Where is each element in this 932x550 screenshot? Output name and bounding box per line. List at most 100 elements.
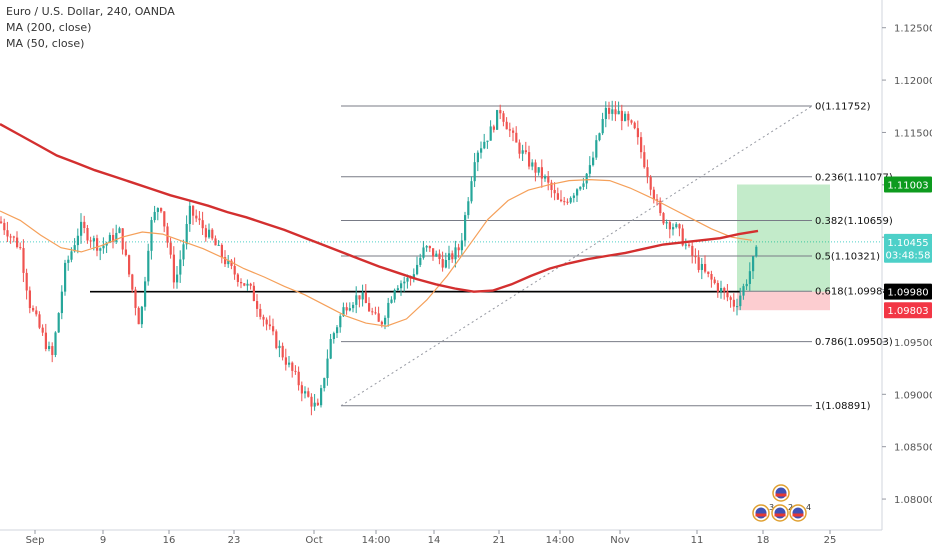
candlesticks xyxy=(0,100,758,416)
candle xyxy=(332,331,335,344)
candle xyxy=(172,246,175,289)
candle-body xyxy=(236,274,239,283)
candle-body xyxy=(371,311,374,313)
candle-body xyxy=(720,287,723,292)
candle xyxy=(240,278,243,289)
candle-body xyxy=(204,228,207,238)
ma200-line xyxy=(0,123,759,293)
candle-body xyxy=(352,304,355,309)
entry-price-label[interactable]: 1.09980 xyxy=(884,283,932,300)
event-marker-us-2[interactable]: 4 xyxy=(789,503,811,522)
candle-body xyxy=(313,402,316,407)
time-tick-label: 11 xyxy=(691,535,704,546)
candle-body xyxy=(185,224,188,245)
candle xyxy=(320,384,323,408)
stop-loss-label-bg xyxy=(884,302,932,319)
candle xyxy=(252,282,255,302)
candle-body xyxy=(246,283,249,286)
candle xyxy=(512,127,515,142)
candle-body xyxy=(102,245,105,249)
candle-body xyxy=(620,110,623,121)
candle-body xyxy=(467,201,470,216)
take-profit-label-text: 1.11003 xyxy=(887,181,928,192)
candle xyxy=(480,141,483,159)
candle-body xyxy=(99,248,102,251)
take-profit-price-label[interactable]: 1.11003 xyxy=(884,176,932,193)
candle xyxy=(265,317,268,331)
candle xyxy=(435,250,438,257)
candle xyxy=(684,238,687,250)
candle-body xyxy=(569,197,572,203)
symbol-title[interactable]: Euro / U.S. Dollar, 240, OANDA xyxy=(6,5,175,18)
fib-level-label: 0.382(1.10659) xyxy=(815,216,893,227)
candle xyxy=(720,280,723,299)
candle xyxy=(377,306,380,322)
candle-body xyxy=(86,228,89,241)
candle xyxy=(451,250,454,263)
candle-body xyxy=(611,109,614,114)
candle-body xyxy=(659,200,662,214)
flag-icon xyxy=(774,507,786,519)
candle-body xyxy=(476,152,479,163)
candle xyxy=(108,232,111,244)
candle xyxy=(48,341,51,352)
candle xyxy=(508,122,511,138)
candle-body xyxy=(560,199,563,202)
candle xyxy=(476,150,479,172)
fib-level-label: 0.236(1.11077) xyxy=(815,172,893,183)
candle xyxy=(147,243,150,286)
event-marker-eu[interactable] xyxy=(772,484,790,502)
flag-icon xyxy=(755,507,767,519)
event-marker-eu-2[interactable]: 2 xyxy=(771,503,793,522)
entry-label-bg xyxy=(884,283,932,300)
ma200-legend[interactable]: MA (200, close) xyxy=(6,21,92,34)
candle-body xyxy=(441,259,444,268)
candle xyxy=(755,245,758,258)
candle-body xyxy=(400,283,403,289)
candle-body xyxy=(32,308,35,311)
time-tick-label: 18 xyxy=(757,535,770,546)
candle xyxy=(192,205,195,225)
candle-body xyxy=(214,238,217,246)
countdown-price-label[interactable]: 03:48:58 xyxy=(884,246,932,263)
take-profit-label-bg xyxy=(884,176,932,193)
candle-body xyxy=(329,339,332,359)
candle-body xyxy=(192,205,195,216)
candle-body xyxy=(80,221,83,236)
candle xyxy=(492,124,495,133)
candle xyxy=(160,207,163,214)
candle-body xyxy=(16,237,19,248)
ma50-legend[interactable]: MA (50, close) xyxy=(6,37,85,50)
candle xyxy=(643,145,646,169)
candle-body xyxy=(355,295,358,305)
candle xyxy=(732,293,735,312)
candle xyxy=(390,296,393,304)
candle-body xyxy=(608,107,611,114)
candle-body xyxy=(483,141,486,149)
candle xyxy=(76,228,79,254)
candle-body xyxy=(636,128,639,138)
candle xyxy=(51,342,54,363)
event-marker-us-1[interactable]: 3 xyxy=(752,503,774,522)
candle xyxy=(12,235,15,243)
candle xyxy=(41,324,44,336)
candle xyxy=(601,112,604,136)
candle xyxy=(598,132,601,142)
candle-body xyxy=(73,245,76,252)
current-price-price-label[interactable]: 1.10455 xyxy=(884,233,932,250)
candle xyxy=(102,237,105,254)
candle xyxy=(275,329,278,350)
candle xyxy=(576,188,579,202)
candle-body xyxy=(153,211,156,221)
candle-body xyxy=(288,362,291,365)
event-count: 4 xyxy=(806,503,811,512)
candle xyxy=(524,141,527,155)
candle-body xyxy=(553,189,556,194)
stop-loss-price-label[interactable]: 1.09803 xyxy=(884,302,932,319)
candle-body xyxy=(550,182,553,190)
candle xyxy=(652,186,655,204)
candle xyxy=(16,231,19,249)
candle xyxy=(137,306,140,325)
candle-body xyxy=(566,201,569,203)
